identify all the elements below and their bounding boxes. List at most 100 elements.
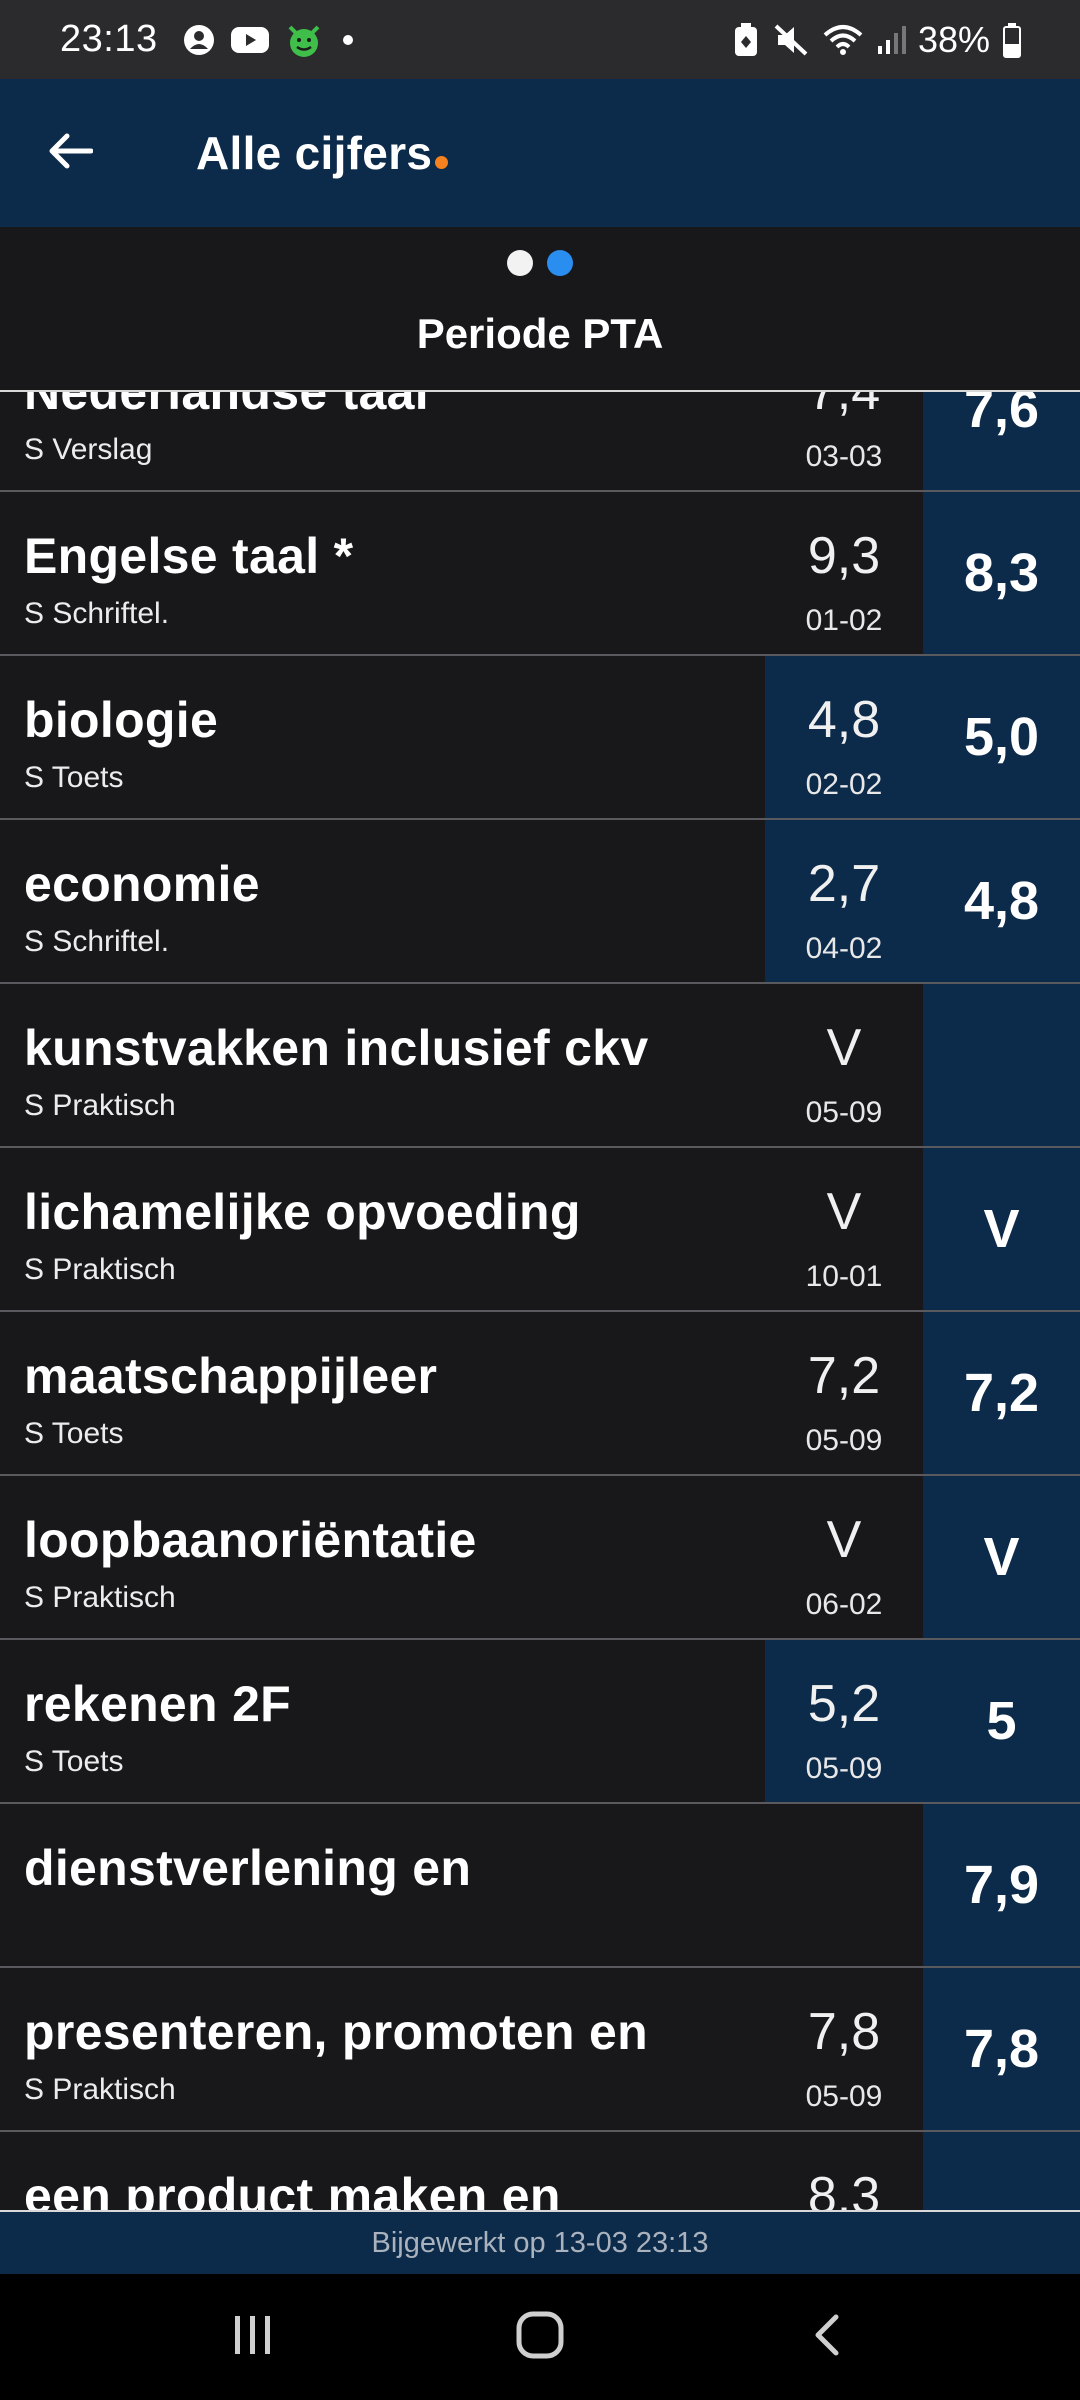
grade-description: S Toets — [24, 761, 124, 794]
grade-date: 03-03 — [805, 440, 883, 473]
average-grade: 7,9 — [963, 1855, 1040, 1915]
average-grade: 7,8 — [963, 2019, 1040, 2079]
grades-list-content: Nederlandse taal S Verslag 7,4 03-03 7,6 Enge… — [0, 392, 1080, 2210]
grade-row[interactable]: dienstverlening en 7,9 — [0, 1804, 1080, 1968]
signal-icon — [876, 24, 906, 56]
subject-name: loopbaanoriëntatie — [24, 1512, 477, 1568]
last-grade: 7,8 — [807, 2003, 881, 2061]
status-bar-right: 38% — [732, 19, 1022, 61]
grade-row[interactable]: een product maken en 8,3 — [0, 2132, 1080, 2210]
grade-date: 10-01 — [805, 1260, 883, 1293]
average-cell — [923, 2132, 1080, 2210]
average-cell — [923, 492, 1080, 654]
subject-name: lichamelijke opvoeding — [24, 1184, 581, 1240]
recent-apps-button[interactable] — [193, 2292, 313, 2382]
last-grade: 2,7 — [807, 855, 881, 913]
grade-date: 02-02 — [805, 768, 883, 801]
page-dot-2[interactable] — [547, 250, 573, 276]
average-grade: 8,3 — [963, 543, 1040, 603]
subject-name: kunstvakken inclusief ckv — [24, 1020, 649, 1076]
subject-name: dienstverlening en — [24, 1840, 472, 1896]
grade-description: S Verslag — [24, 433, 153, 466]
back-button[interactable] — [0, 79, 140, 227]
grade-highlight — [765, 1640, 923, 1802]
last-grade: 7,2 — [807, 1347, 881, 1405]
average-cell — [923, 1476, 1080, 1638]
average-cell — [923, 1968, 1080, 2130]
recent-apps-icon — [229, 2312, 277, 2363]
average-grade: 5,0 — [963, 707, 1040, 767]
page-indicator[interactable] — [0, 250, 1080, 276]
page-title: Alle cijfers — [196, 126, 449, 180]
subject-name: maatschappijleer — [24, 1348, 438, 1404]
subject-name: Engelse taal * — [24, 528, 354, 584]
average-grade: 4,8 — [963, 871, 1040, 931]
average-cell — [923, 820, 1080, 982]
average-cell — [923, 1312, 1080, 1474]
subject-name: rekenen 2F — [24, 1676, 292, 1732]
last-grade: 5,2 — [807, 1675, 881, 1733]
home-button[interactable] — [480, 2292, 600, 2382]
app-face-icon — [284, 21, 324, 59]
mute-icon — [772, 22, 810, 58]
account-circle-icon — [182, 23, 216, 57]
grade-row[interactable]: economie S Schriftel. 2,7 04-02 4,8 — [0, 820, 1080, 984]
grade-description: S Toets — [24, 1417, 124, 1450]
status-bar: 23:13 38% — [0, 0, 1080, 79]
average-grade: V — [983, 1527, 1020, 1587]
status-bar-left: 23:13 — [60, 18, 358, 61]
youtube-icon — [230, 25, 270, 55]
average-cell — [923, 656, 1080, 818]
last-grade: 9,3 — [807, 527, 881, 585]
average-cell — [923, 1640, 1080, 1802]
last-updated: Bijgewerkt op 13-03 23:13 — [0, 2210, 1080, 2274]
average-grade — [923, 984, 1080, 1146]
grade-description: S Praktisch — [24, 1581, 176, 1614]
grade-description: S Praktisch — [24, 2073, 176, 2106]
grade-description: S Toets — [24, 1745, 124, 1778]
grade-row[interactable]: presenteren, promoten en S Praktisch 7,8 05… — [0, 1968, 1080, 2132]
system-nav-bar — [0, 2274, 1080, 2400]
grade-row[interactable]: rekenen 2F S Toets 5,2 05-09 5 — [0, 1640, 1080, 1804]
grade-description: S Praktisch — [24, 1089, 176, 1122]
period-title: Periode PTA — [416, 310, 664, 357]
battery-icon — [1002, 22, 1022, 58]
arrow-left-icon — [47, 131, 94, 176]
wifi-icon — [822, 23, 864, 57]
grade-row[interactable]: loopbaanoriëntatie S Praktisch V 06-02 V — [0, 1476, 1080, 1640]
subject-name: presenteren, promoten en — [24, 2004, 648, 2060]
grade-description: S Praktisch — [24, 1253, 176, 1286]
grade-highlight — [765, 656, 923, 818]
home-icon — [514, 2309, 566, 2366]
average-cell — [923, 392, 1080, 490]
grade-date: 01-02 — [805, 604, 883, 637]
grade-date: 05-09 — [805, 1424, 883, 1457]
last-grade: V — [826, 1511, 862, 1569]
grade-date: 04-02 — [805, 932, 883, 965]
grade-row[interactable]: lichamelijke opvoeding S Praktisch V 10-01 V — [0, 1148, 1080, 1312]
grade-row[interactable]: Engelse taal * S Schriftel. 9,3 01-02 8,3 — [0, 492, 1080, 656]
average-cell — [923, 984, 1080, 1146]
grade-date: 05-09 — [805, 1096, 883, 1129]
grade-description: S Schriftel. — [24, 925, 170, 958]
grade-row[interactable]: maatschappijleer S Toets 7,2 05-09 7,2 — [0, 1312, 1080, 1476]
battery-saver-icon — [732, 22, 760, 58]
grade-row[interactable]: kunstvakken inclusief ckv S Praktisch V 05-… — [0, 984, 1080, 1148]
grade-row[interactable]: Nederlandse taal S Verslag 7,4 03-03 7,6 — [0, 392, 1080, 492]
grade-date: 05-09 — [805, 2080, 883, 2113]
page-title-text: Alle cijfers — [196, 127, 433, 179]
grades-list[interactable]: Nederlandse taal S Verslag 7,4 03-03 7,6 Enge… — [0, 392, 1080, 2210]
grade-row[interactable]: biologie S Toets 4,8 02-02 5,0 — [0, 656, 1080, 820]
average-grade: 5 — [986, 1691, 1017, 1751]
average-grade: V — [983, 1199, 1020, 1259]
average-cell — [923, 1148, 1080, 1310]
page-dot-1[interactable] — [507, 250, 533, 276]
nav-back-button[interactable] — [767, 2292, 887, 2382]
grade-description: S Schriftel. — [24, 597, 170, 630]
subject-name: een product maken en — [24, 2168, 561, 2210]
grade-date: 05-09 — [805, 1752, 883, 1785]
grade-highlight — [765, 820, 923, 982]
period-header — [0, 227, 1080, 392]
subject-name: Nederlandse taal — [24, 392, 429, 420]
subject-name: economie — [24, 856, 260, 912]
